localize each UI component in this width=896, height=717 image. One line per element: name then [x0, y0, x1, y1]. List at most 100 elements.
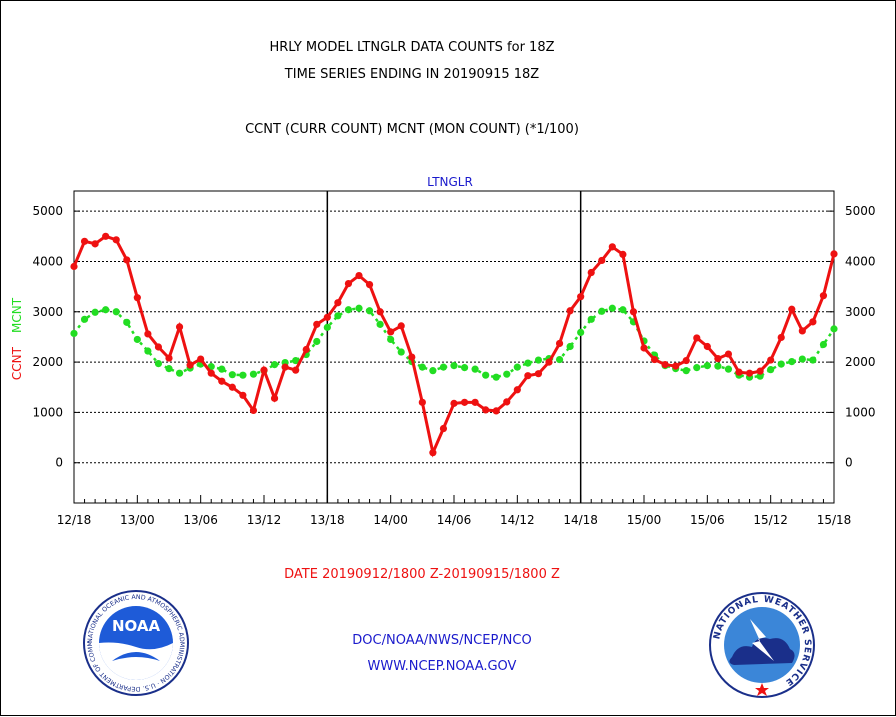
point-ccnt — [292, 366, 300, 374]
point-mcnt — [387, 335, 395, 344]
plot-border — [73, 190, 835, 504]
point-mcnt — [492, 373, 500, 381]
y-axis-left: 0 1000 2000 3000 4000 5000 — [32, 204, 80, 470]
series-mcnt — [70, 304, 838, 381]
point-ccnt — [577, 293, 585, 301]
point-ccnt — [249, 406, 258, 415]
y-tick-label-left: 3000 — [32, 305, 63, 319]
point-ccnt — [123, 256, 131, 264]
point-ccnt — [745, 369, 754, 377]
website-url: WWW.NCEP.NOAA.GOV — [367, 659, 517, 674]
point-ccnt — [376, 308, 384, 316]
point-mcnt — [788, 357, 796, 366]
point-ccnt — [714, 354, 722, 363]
point-mcnt — [218, 365, 226, 373]
point-mcnt — [777, 360, 785, 368]
point-ccnt — [91, 240, 99, 248]
point-ccnt — [545, 358, 553, 366]
point-ccnt — [228, 383, 236, 391]
point-ccnt — [70, 262, 78, 271]
x-tick-label: 15/00 — [627, 513, 662, 527]
point-mcnt — [756, 372, 764, 380]
point-ccnt — [112, 236, 120, 244]
point-mcnt — [619, 306, 627, 314]
x-tick-label: 12/18 — [57, 513, 92, 527]
point-ccnt — [640, 344, 648, 352]
gridlines — [74, 210, 834, 464]
point-mcnt — [334, 312, 342, 320]
x-tick-label: 14/00 — [373, 513, 408, 527]
point-mcnt — [809, 356, 817, 364]
point-ccnt — [281, 363, 289, 371]
point-ccnt — [534, 370, 543, 378]
point-mcnt — [767, 366, 775, 374]
point-ccnt — [302, 345, 310, 354]
point-ccnt — [323, 313, 331, 321]
y-tick-label-right: 5000 — [845, 204, 876, 218]
point-mcnt — [91, 308, 99, 316]
point-mcnt — [228, 371, 236, 379]
point-ccnt — [503, 398, 511, 406]
point-mcnt — [524, 359, 532, 367]
point-mcnt — [534, 356, 543, 364]
point-mcnt — [513, 363, 521, 371]
point-mcnt — [798, 355, 806, 363]
point-mcnt — [323, 323, 331, 331]
point-ccnt — [819, 292, 828, 300]
point-ccnt — [197, 355, 205, 363]
point-mcnt — [703, 362, 711, 370]
point-mcnt — [460, 364, 469, 372]
point-ccnt — [587, 268, 595, 277]
point-mcnt — [503, 370, 511, 378]
point-mcnt — [376, 320, 384, 328]
point-mcnt — [344, 306, 353, 314]
point-mcnt — [112, 308, 120, 316]
point-ccnt — [756, 367, 764, 375]
series-ccnt — [70, 232, 838, 458]
nws-logo: NATIONAL WEATHER SERVICE — [709, 592, 815, 698]
point-ccnt — [661, 361, 669, 369]
point-mcnt — [133, 335, 141, 344]
y-tick-label-left: 2000 — [32, 355, 63, 369]
y-tick-label-right: 3000 — [845, 305, 876, 319]
point-mcnt — [418, 363, 426, 371]
point-ccnt — [598, 256, 606, 265]
point-mcnt — [70, 329, 78, 338]
point-mcnt — [313, 337, 321, 346]
point-ccnt — [365, 281, 374, 289]
date-range: DATE 20190912/1800 Z-20190915/1800 Z — [284, 567, 560, 582]
point-ccnt — [313, 320, 321, 328]
point-mcnt — [566, 342, 574, 351]
series-line-ccnt — [72, 234, 836, 458]
point-ccnt — [767, 356, 775, 364]
y-tick-label-right: 2000 — [845, 355, 876, 369]
point-mcnt — [830, 325, 838, 333]
point-ccnt — [133, 294, 141, 302]
x-tick-label: 13/06 — [183, 513, 218, 527]
point-mcnt — [397, 348, 405, 356]
point-ccnt — [397, 322, 405, 330]
point-ccnt — [703, 342, 711, 351]
point-ccnt — [270, 394, 279, 402]
point-ccnt — [735, 368, 743, 376]
point-mcnt — [724, 365, 733, 373]
x-tick-label: 13/00 — [120, 513, 155, 527]
org-path: DOC/NOAA/NWS/NCEP/NCO — [352, 633, 532, 648]
point-ccnt — [102, 232, 110, 240]
point-ccnt — [482, 406, 490, 414]
point-mcnt — [471, 365, 479, 373]
point-ccnt — [777, 333, 785, 342]
point-mcnt — [682, 367, 690, 375]
point-mcnt — [482, 371, 490, 379]
point-mcnt — [144, 347, 152, 355]
point-ccnt — [334, 299, 342, 307]
noaa-logo-text: NOAA — [112, 617, 161, 635]
x-tick-label: 15/12 — [753, 513, 788, 527]
x-tick-label: 14/18 — [563, 513, 598, 527]
point-ccnt — [629, 308, 638, 316]
chart-title-line2: TIME SERIES ENDING IN 20190915 18Z — [284, 67, 540, 82]
noaa-logo: NOAA NATIONAL OCEANIC AND ATMOSPHERIC AD… — [82, 589, 189, 696]
point-ccnt — [693, 334, 701, 342]
point-mcnt — [587, 315, 595, 323]
point-ccnt — [429, 449, 437, 457]
